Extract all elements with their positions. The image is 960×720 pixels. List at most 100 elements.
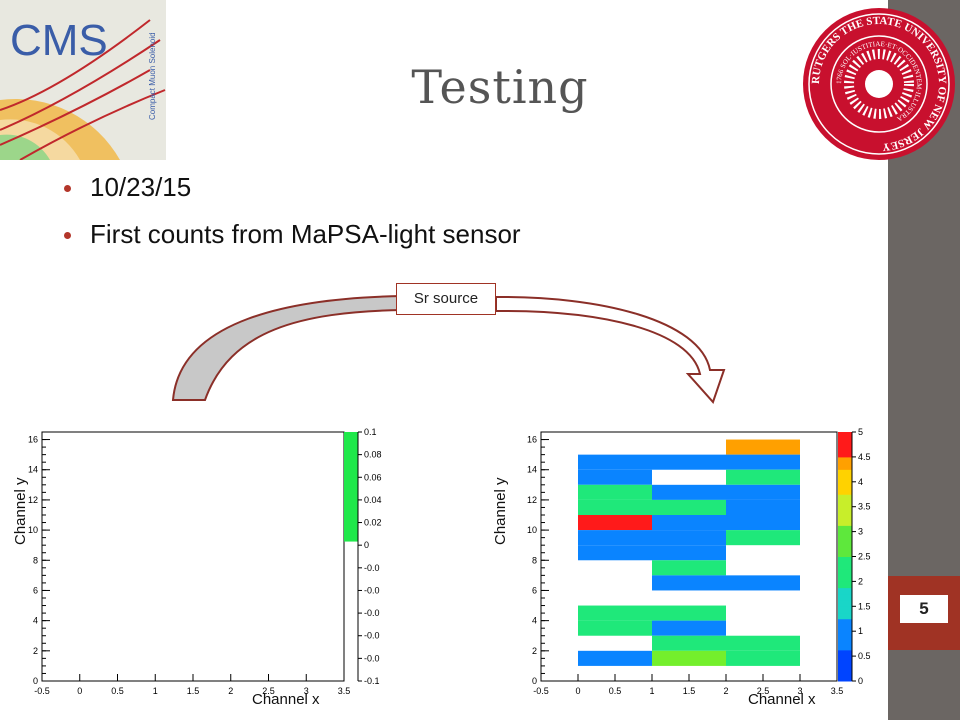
x-tick-label: 2 <box>228 686 233 696</box>
colorbar-segment <box>838 562 852 570</box>
x-tick-label: 3 <box>797 686 802 696</box>
left-ylabel: Channel y <box>12 477 29 545</box>
colorbar-tick-label: -0.1 <box>364 676 380 686</box>
colorbar-segment <box>838 624 852 632</box>
colorbar-tick-label: 4 <box>858 477 863 487</box>
colorbar-segment <box>838 587 852 595</box>
colorbar-tick-label: 0.1 <box>364 427 377 437</box>
colorbar-segment <box>838 618 852 626</box>
heatmap-cell <box>652 605 726 621</box>
y-tick-label: 4 <box>33 616 38 626</box>
colorbar-segment <box>838 506 852 514</box>
colorbar-tick-label: 1 <box>858 626 863 636</box>
heatmap-counts: -0.5 0 0.5 1 1.5 2 2.5 3 3.5024681012141654.543.… <box>508 408 875 708</box>
heatmap-cell <box>652 545 726 561</box>
heatmap-cell <box>726 635 800 651</box>
heatmap-cell <box>726 515 800 531</box>
colorbar-segment <box>838 525 852 533</box>
colorbar-tick-label: 2 <box>858 576 863 586</box>
heatmap-cell <box>578 469 652 485</box>
heatmap-cell <box>652 635 726 651</box>
colorbar-segment <box>838 581 852 589</box>
colorbar-segment <box>838 556 852 564</box>
y-tick-label: 16 <box>527 435 537 445</box>
heatmap-cell <box>578 605 652 621</box>
y-tick-label: 8 <box>532 555 537 565</box>
colorbar-segment <box>838 656 852 663</box>
colorbar-segment <box>838 593 852 601</box>
x-tick-label: 1.5 <box>683 686 696 696</box>
heatmap-cell <box>578 650 652 666</box>
colorbar-tick-label: 0 <box>858 676 863 686</box>
x-tick-label: 2 <box>723 686 728 696</box>
colorbar-segment <box>838 544 852 551</box>
x-tick-label: 1 <box>153 686 158 696</box>
heatmap-cell <box>726 575 800 591</box>
colorbar-segment <box>838 438 852 445</box>
heatmap-cell <box>726 530 800 546</box>
x-tick-label: 1 <box>649 686 654 696</box>
heatmap-cell <box>652 530 726 546</box>
heatmap-cell <box>652 560 726 576</box>
colorbar-tick-label: 5 <box>858 427 863 437</box>
colorbar-segment <box>838 531 852 539</box>
y-tick-label: 12 <box>28 495 38 505</box>
left-curved-arrow <box>171 294 403 401</box>
colorbar-segment <box>838 519 852 526</box>
heatmap-cell <box>652 515 726 531</box>
colorbar-segment <box>838 488 852 495</box>
colorbar-tick-label: -0.0 <box>364 608 380 618</box>
rutgers-seal: RUTGERS THE STATE UNIVERSITY OF NEW JERS… <box>803 8 955 160</box>
heatmap-cell <box>726 439 800 455</box>
heatmap-cell <box>578 530 652 546</box>
colorbar-segment <box>838 481 852 489</box>
cms-logo-subtext: Compact Muon Solenoid <box>148 32 157 120</box>
colorbar-tick-label: 3 <box>858 527 863 537</box>
bullet-item: 10/23/15 <box>64 172 521 203</box>
bullet-list: 10/23/15 First counts from MaPSA-light s… <box>64 172 521 266</box>
colorbar-tick-label: 0.5 <box>858 651 871 661</box>
colorbar-segment <box>838 512 852 520</box>
heatmap-cell <box>578 484 652 500</box>
colorbar-tick-label: -0.0 <box>364 563 380 573</box>
colorbar-segment <box>838 649 852 657</box>
x-tick-label: 0 <box>575 686 580 696</box>
heatmap-cell <box>652 499 726 515</box>
y-tick-label: 10 <box>527 525 537 535</box>
colorbar-tick-label: 0.04 <box>364 495 382 505</box>
colorbar-tick-label: 2.5 <box>858 552 871 562</box>
heatmap-cell <box>652 620 726 636</box>
colorbar-segment <box>838 469 852 477</box>
heatmap-cell <box>578 620 652 636</box>
y-tick-label: 12 <box>527 495 537 505</box>
colorbar-segment <box>838 500 852 508</box>
slide-title: Testing <box>411 60 589 114</box>
colorbar-segment <box>838 450 852 458</box>
heatmap-cell <box>578 515 652 531</box>
x-tick-label: 1.5 <box>187 686 200 696</box>
right-ylabel: Channel y <box>492 477 509 545</box>
colorbar-segment <box>838 662 852 670</box>
colorbar-segment <box>838 537 852 545</box>
y-tick-label: 6 <box>532 585 537 595</box>
heatmap-empty: -0.5 0 0.5 1 1.5 2 2.5 3 3.502468101214160.10.08… <box>10 408 395 708</box>
colorbar-segment <box>838 637 852 645</box>
colorbar-segment <box>838 600 852 607</box>
y-tick-label: 14 <box>28 465 38 475</box>
seal-sun-icon <box>844 49 914 119</box>
colorbar-tick-label: 0 <box>364 540 369 550</box>
y-tick-label: 10 <box>28 525 38 535</box>
heatmap-cell <box>578 499 652 515</box>
heatmap-cell <box>652 454 726 470</box>
heatmap-cell <box>726 454 800 470</box>
colorbar-tick-label: -0.0 <box>364 631 380 641</box>
right-xlabel: Channel x <box>748 691 816 708</box>
x-tick-label: 0.5 <box>609 686 622 696</box>
page-number: 5 <box>899 594 949 624</box>
heatmap-cell <box>652 575 726 591</box>
heatmap-cell <box>726 650 800 666</box>
colorbar-segment <box>838 612 852 620</box>
heatmap-cell <box>726 469 800 485</box>
colorbar-segment <box>838 550 852 557</box>
colorbar-segment <box>838 456 852 464</box>
